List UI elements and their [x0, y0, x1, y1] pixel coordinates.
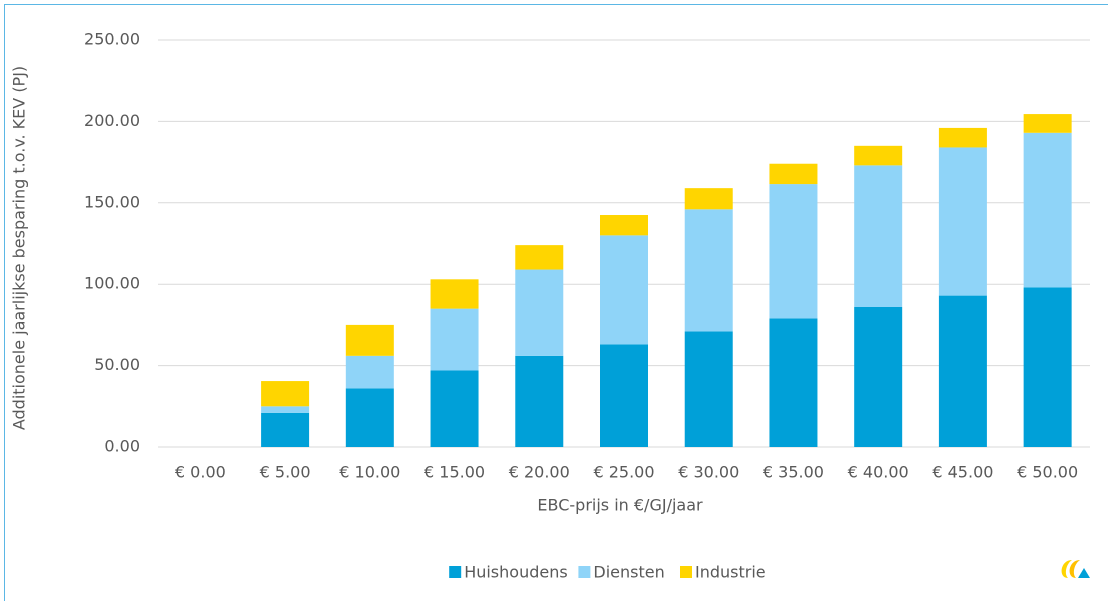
bar-segment: [261, 412, 310, 447]
legend-swatch: [578, 566, 591, 578]
y-tick-label: 150.00: [84, 192, 140, 211]
logo-part: [1069, 560, 1080, 578]
logo-part: [1078, 568, 1090, 578]
legend-swatch: [449, 566, 462, 578]
x-tick-label: € 35.00: [763, 463, 824, 482]
bar-segment: [430, 279, 479, 309]
bar-segment: [938, 295, 987, 447]
x-tick-label: € 15.00: [424, 463, 485, 482]
legend-label: Industrie: [695, 563, 766, 582]
x-tick-label: € 5.00: [260, 463, 311, 482]
bar-segment: [684, 188, 733, 210]
bar-segment: [345, 355, 394, 389]
x-tick-label: € 25.00: [593, 463, 654, 482]
x-tick-label: € 40.00: [848, 463, 909, 482]
legend-label: Diensten: [593, 563, 664, 582]
bar-segment: [515, 355, 564, 447]
y-tick-label: 250.00: [84, 30, 140, 49]
y-axis-title: Additionele jaarlijkse besparing t.o.v. …: [10, 66, 29, 430]
legend-swatch: [680, 566, 692, 578]
bar-segment: [854, 306, 903, 447]
bar-segment: [345, 324, 394, 356]
bar-segment: [938, 147, 987, 296]
bar-segment: [769, 163, 818, 185]
y-tick-label: 50.00: [94, 355, 140, 374]
bar-segment: [1023, 287, 1072, 447]
bar-segment: [430, 308, 479, 371]
x-tick-label: € 10.00: [339, 463, 400, 482]
logo-part: [1061, 560, 1072, 578]
bar-segment: [600, 235, 648, 345]
y-tick-label: 100.00: [84, 274, 140, 293]
bar-segment: [1023, 132, 1072, 288]
y-tick-label: 200.00: [84, 111, 140, 130]
logo: [1061, 560, 1090, 578]
y-tick-label: 0.00: [104, 437, 140, 456]
bar-segment: [261, 381, 310, 407]
bar-segment: [769, 184, 818, 319]
bar-segment: [430, 370, 479, 447]
x-tick-label: € 30.00: [678, 463, 739, 482]
x-tick-label: € 50.00: [1017, 463, 1078, 482]
bar-segment: [854, 165, 903, 307]
x-tick-label: € 20.00: [509, 463, 570, 482]
bar-segment: [684, 209, 733, 332]
bar-segment: [769, 318, 818, 447]
bar-segment: [515, 245, 564, 270]
bar-segment: [261, 406, 310, 413]
bar-segment: [600, 344, 648, 447]
frame: [4, 4, 1108, 601]
x-axis-title: EBC-prijs in €/GJ/jaar: [537, 496, 703, 515]
bar-segment: [345, 388, 394, 447]
bar-segment: [600, 215, 648, 236]
bar-segment: [1023, 114, 1072, 133]
bar-segment: [854, 145, 903, 166]
bar-segment: [938, 127, 987, 148]
bar-segment: [515, 269, 564, 356]
x-tick-label: € 0.00: [175, 463, 226, 482]
bar-segment: [684, 331, 733, 447]
legend-label: Huishoudens: [464, 563, 568, 582]
x-tick-label: € 45.00: [932, 463, 993, 482]
